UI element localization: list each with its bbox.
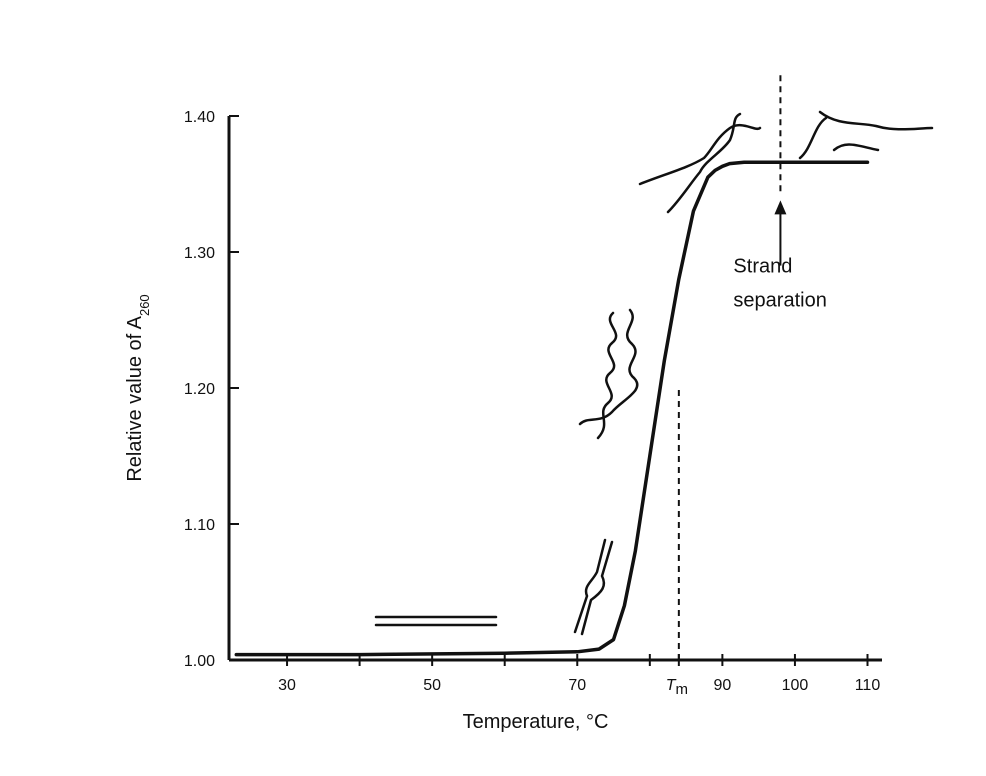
axes	[227, 116, 882, 662]
dna-strand-drawings	[374, 110, 934, 636]
separated-strands-drawing	[798, 110, 934, 160]
series	[234, 160, 870, 657]
tm-tick-subscript: m	[675, 681, 688, 698]
x-tick-label-4: 100	[782, 677, 809, 694]
y-axis-label: Relative value of A260	[124, 294, 152, 481]
tm-tick-label: Tm	[666, 677, 688, 698]
y-ticks: 1.00 1.10 1.20 1.30 1.40	[184, 109, 239, 670]
y-tick-label-4: 1.40	[184, 109, 215, 126]
melting-curve-line	[234, 160, 870, 657]
x-tick-label-0: 30	[278, 677, 296, 694]
bubble-strand-drawing	[573, 538, 614, 636]
separation-arrow-head	[774, 200, 787, 215]
x-tick-label-2: 70	[568, 677, 586, 694]
x-ticks: 30 50 70 90 100 110 Tm	[278, 654, 880, 698]
y-tick-label-0: 1.00	[184, 653, 215, 670]
y-axis-label-subscript: 260	[137, 294, 152, 316]
y-tick-label-1: 1.10	[184, 517, 215, 534]
x-tick-label-5: 110	[855, 677, 881, 694]
x-tick-label-3: 90	[713, 677, 731, 694]
y-tick-label-3: 1.30	[184, 245, 215, 262]
x-axis-label: Temperature, °C	[463, 711, 609, 733]
double-strand-drawing	[374, 615, 498, 627]
y-tick-label-2: 1.20	[184, 381, 215, 398]
reference-lines	[677, 75, 787, 660]
separating-strands-drawing	[638, 112, 762, 214]
annotation-strand: Strand	[733, 255, 792, 277]
y-axis-label-main: Relative value of A	[124, 315, 146, 481]
partially-melted-drawing	[578, 308, 639, 440]
annotation-separation: separation	[733, 289, 826, 311]
x-tick-label-1: 50	[423, 677, 441, 694]
